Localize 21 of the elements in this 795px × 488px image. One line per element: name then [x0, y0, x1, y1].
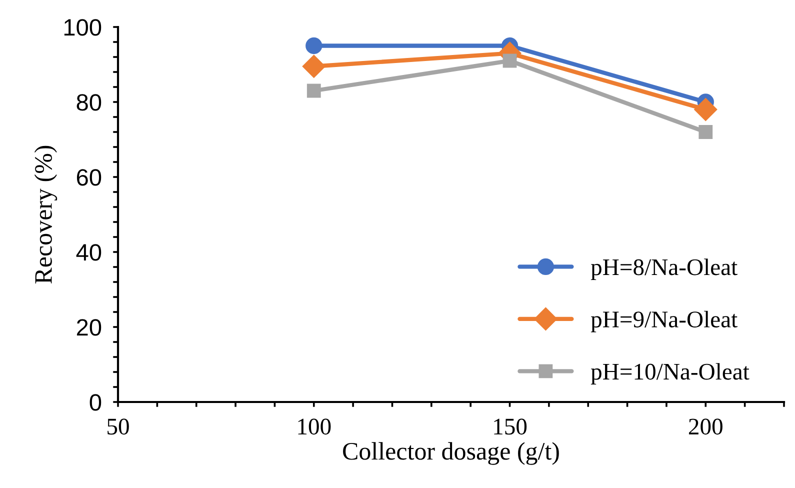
y-tick-label: 40 — [76, 244, 102, 261]
y-tick-label: 60 — [76, 169, 102, 186]
point — [502, 54, 517, 68]
y-tick-label: 0 — [90, 394, 102, 411]
x-axis-title: Collector dosage (g/t) — [343, 442, 559, 465]
y-tick-label: 80 — [76, 94, 102, 111]
x-tick-label: 150 — [494, 418, 527, 435]
legend-label: pH=9/Na-Oleat — [590, 310, 738, 332]
y-tick-label: 100 — [64, 19, 102, 36]
x-tick-label: 200 — [688, 418, 722, 435]
y-axis-title: Recovery (%) — [34, 146, 58, 284]
point — [698, 125, 713, 139]
legend-label: pH=8/Na-Oleat — [590, 258, 738, 280]
y-tick-label: 20 — [76, 319, 102, 336]
point — [306, 84, 321, 98]
x-tick-label: 100 — [298, 418, 331, 435]
legend-label: pH=10/Na-Oleat — [590, 363, 750, 384]
point — [302, 54, 326, 78]
point — [306, 37, 322, 54]
x-tick-label: 50 — [108, 418, 129, 435]
point — [694, 98, 718, 121]
